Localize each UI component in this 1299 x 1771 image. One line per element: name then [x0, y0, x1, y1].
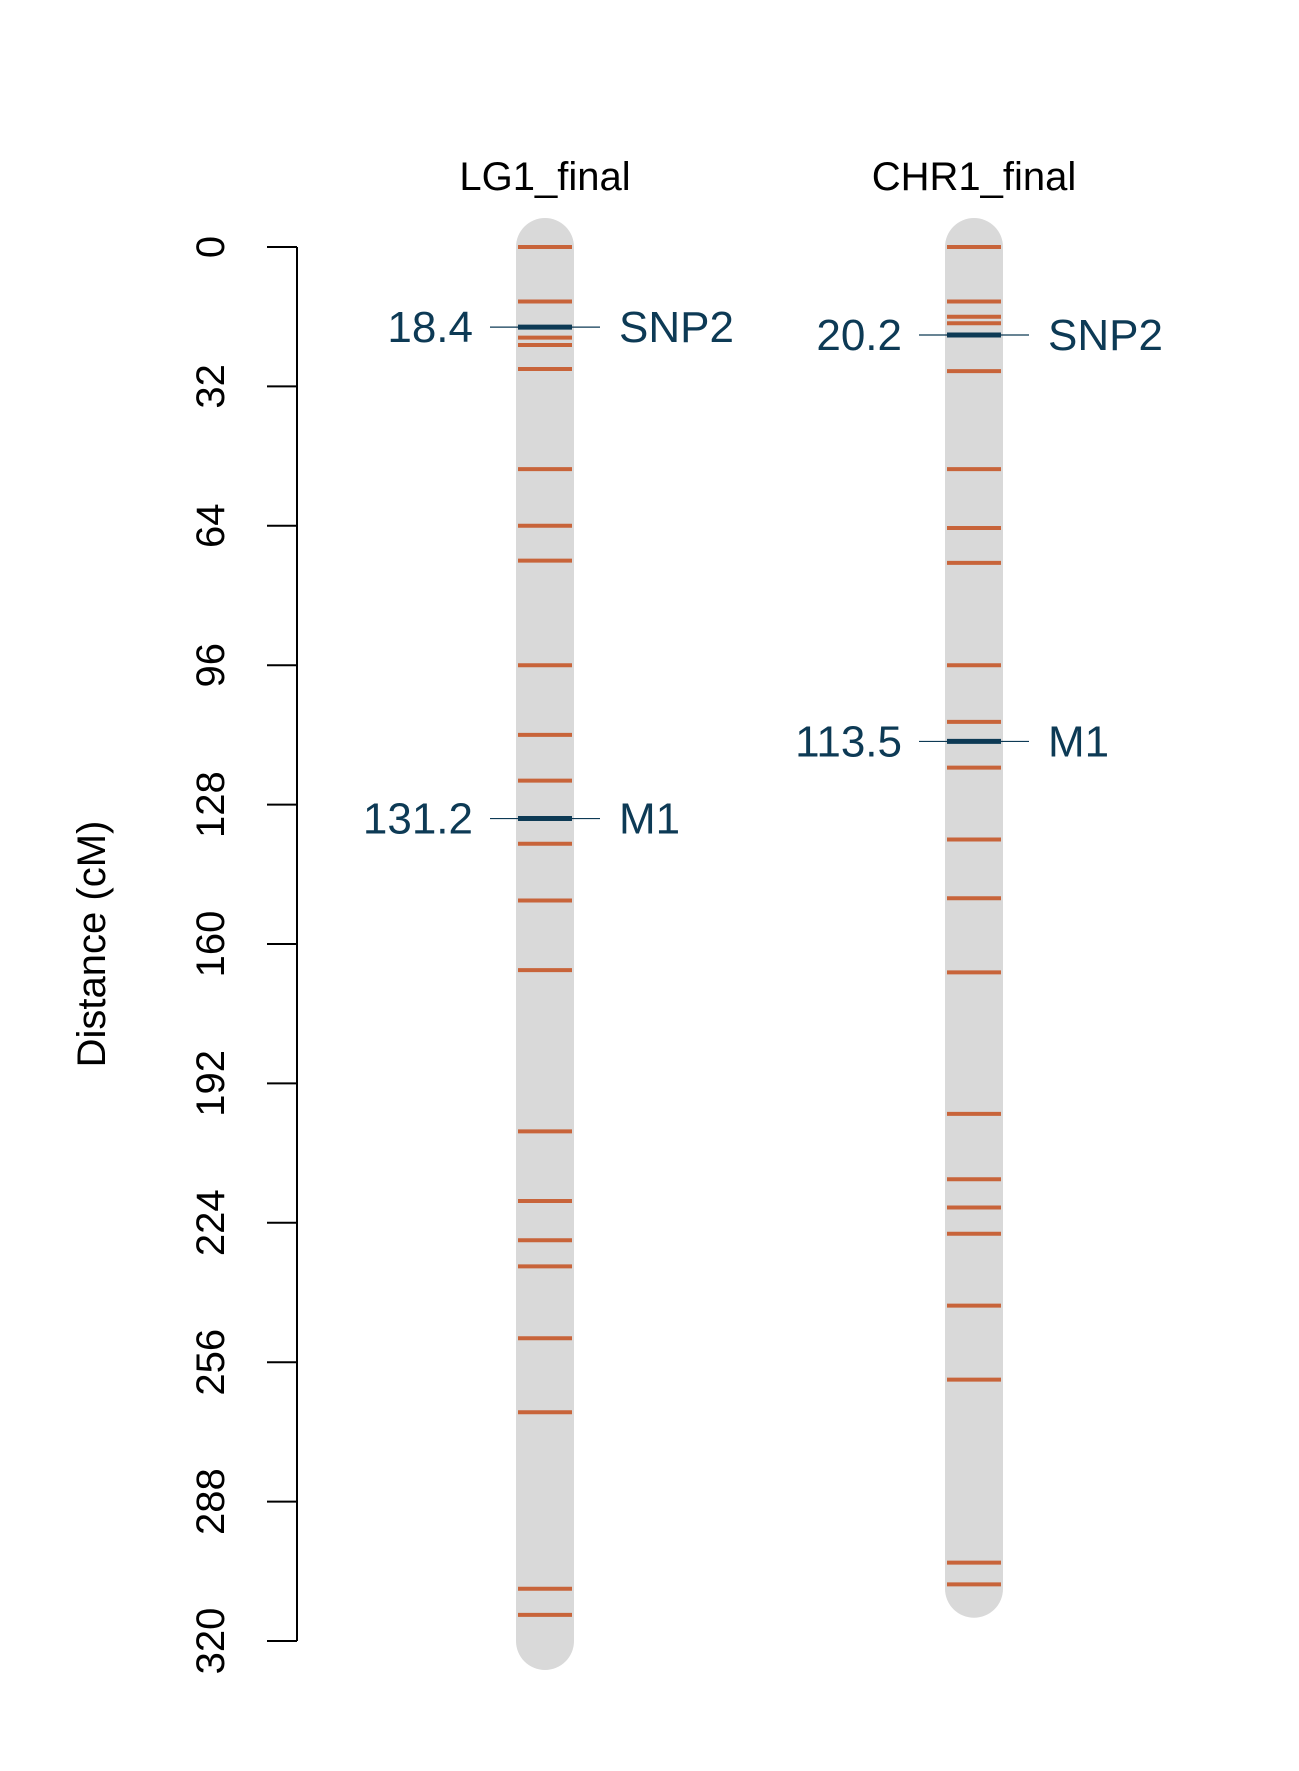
linkage-groups: LG1_final 18.4 SNP2 131.2 M1 CHR1_final 20.2 SN…: [363, 155, 1163, 1670]
highlight-marker-name: SNP2: [1048, 311, 1163, 360]
y-tick-label: 96: [189, 643, 233, 688]
y-tick-label: 64: [189, 504, 233, 549]
y-tick-label: 320: [189, 1608, 233, 1675]
highlight-position-label: 131.2: [363, 795, 473, 844]
y-tick-label: 32: [189, 364, 233, 409]
y-tick-label: 192: [189, 1050, 233, 1117]
linkage-group-title: LG1_final: [459, 155, 630, 199]
highlight-position-label: 18.4: [387, 303, 473, 352]
highlight-marker-name: SNP2: [619, 303, 734, 352]
y-axis: Distance (cM) 0 32 64 96 128 160 192 224 256 288 3…: [70, 236, 298, 1675]
highlight-position-label: 20.2: [816, 311, 902, 360]
linkage-group-lg1-final: LG1_final 18.4 SNP2 131.2 M1: [363, 155, 734, 1670]
y-tick-label: 224: [189, 1189, 233, 1256]
chromosome-bar: [516, 218, 574, 1670]
y-tick-label: 256: [189, 1329, 233, 1396]
y-tick-label: 288: [189, 1468, 233, 1535]
y-tick-label: 128: [189, 771, 233, 838]
y-tick-label: 160: [189, 911, 233, 978]
y-tick-label: 0: [189, 236, 233, 258]
linkage-group-title: CHR1_final: [872, 155, 1077, 199]
highlight-position-label: 113.5: [795, 717, 902, 766]
highlight-marker-name: M1: [619, 795, 680, 844]
linkage-group-chr1-final: CHR1_final 20.2 SNP2 113.5 M1: [795, 155, 1163, 1618]
highlight-marker-name: M1: [1048, 717, 1109, 766]
chromosome-bar: [945, 218, 1003, 1618]
y-axis-title: Distance (cM): [70, 821, 114, 1068]
